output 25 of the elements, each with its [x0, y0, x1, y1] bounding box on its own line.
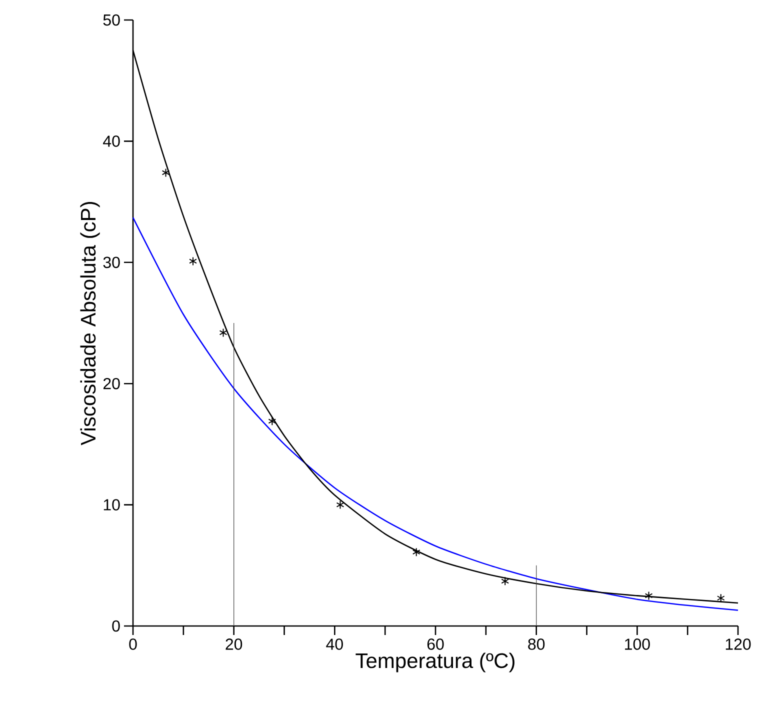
- x-tick-label: 40: [326, 638, 343, 650]
- x-tick-label: 80: [528, 638, 545, 650]
- y-tick-label: 10: [104, 499, 120, 510]
- point: [336, 500, 344, 510]
- point: [412, 548, 420, 557]
- point: [189, 256, 197, 266]
- y-tick-label: 20: [103, 378, 120, 390]
- x-tick-label: 60: [427, 638, 444, 650]
- point: [501, 576, 510, 586]
- y-tick-label: 40: [103, 136, 120, 147]
- x-tick-label: 100: [625, 638, 650, 650]
- x-axis-title: Temperatura (ºC): [356, 652, 514, 672]
- y-tick-label: 30: [103, 256, 120, 268]
- y-tick-label: 50: [103, 14, 120, 26]
- point: [716, 594, 725, 603]
- line-series: [132, 216, 739, 611]
- x-tick-label: 20: [226, 638, 242, 650]
- x-tick-label: 120: [726, 638, 751, 650]
- y-tick-label: 0: [112, 620, 120, 632]
- point: [219, 328, 228, 338]
- y-axis-title: Viscosidade Absoluta (cP): [80, 202, 100, 446]
- point: [644, 591, 653, 600]
- point: [162, 168, 170, 178]
- point: [268, 416, 276, 426]
- x-tick-label: 0: [129, 638, 137, 650]
